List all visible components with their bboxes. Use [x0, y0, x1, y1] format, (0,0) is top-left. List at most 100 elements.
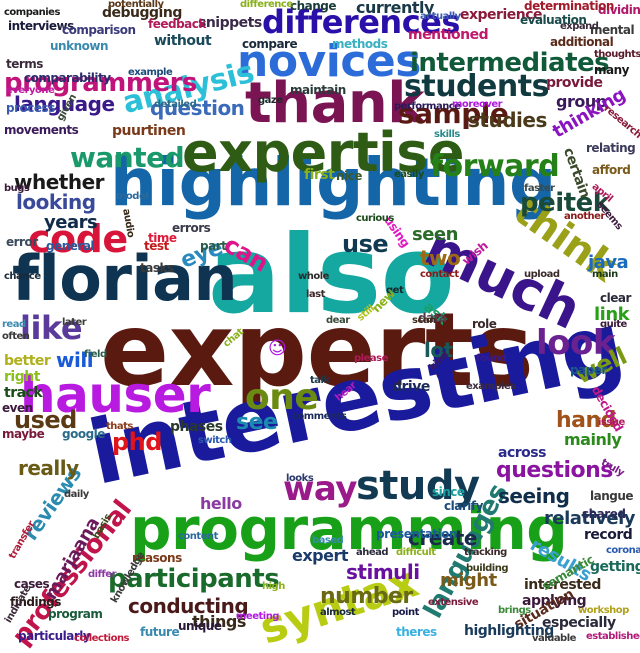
word: right	[4, 369, 40, 385]
word: track	[4, 385, 43, 401]
word: dear	[326, 315, 350, 326]
word: meeting	[236, 611, 279, 622]
word: interviews	[8, 19, 74, 33]
word: compare	[242, 37, 298, 51]
word: please	[354, 353, 388, 364]
word: currently	[356, 0, 434, 17]
word: feedback	[148, 17, 206, 31]
word: corona	[606, 545, 640, 556]
word: clear	[600, 291, 631, 305]
word: group	[556, 92, 607, 111]
word: shared	[582, 507, 626, 521]
word: without	[154, 33, 212, 49]
word: expand	[560, 21, 599, 32]
word: chance	[4, 271, 41, 282]
word: students	[404, 69, 549, 104]
word: comments	[292, 411, 347, 422]
word: forward	[430, 149, 560, 184]
word: process	[6, 101, 55, 115]
word: detailed	[154, 99, 197, 110]
word: differences	[262, 3, 460, 41]
word: across	[498, 445, 546, 461]
word: code	[28, 217, 128, 261]
word: florian	[12, 242, 238, 315]
word: time	[148, 231, 177, 245]
word: moreover	[452, 99, 503, 110]
word: look	[536, 323, 615, 363]
word: even	[2, 401, 33, 415]
word: additional	[550, 35, 614, 49]
word: things	[192, 612, 246, 631]
word: drive	[392, 379, 430, 395]
word: terms	[6, 57, 43, 71]
word: particularly	[18, 629, 91, 643]
word: workshop	[578, 605, 629, 616]
word: might	[440, 570, 497, 591]
word: sample	[398, 97, 509, 130]
word: presentation	[376, 527, 457, 541]
word: role	[472, 317, 497, 331]
word: study	[356, 463, 480, 509]
word: performance	[394, 101, 461, 112]
word: found	[476, 353, 507, 364]
word: extensive	[428, 597, 479, 608]
word: potentially	[108, 0, 164, 10]
word: mainly	[564, 430, 622, 449]
word: will	[56, 348, 94, 372]
word: java	[588, 252, 629, 273]
word: ahead	[356, 547, 389, 558]
word: research	[601, 103, 640, 141]
word: thats	[106, 421, 133, 432]
word: create	[408, 526, 477, 550]
word: like	[20, 309, 83, 347]
word: difference	[240, 0, 293, 10]
word: used	[14, 406, 77, 434]
word: gaze	[258, 95, 283, 106]
word: difficult	[396, 547, 436, 558]
word: valuable	[532, 633, 576, 644]
word: mental	[590, 23, 635, 37]
word: data	[418, 311, 447, 325]
word: movements	[4, 123, 79, 137]
word: content	[178, 531, 218, 542]
word: phd	[112, 428, 162, 456]
word: building	[466, 563, 509, 574]
word: hello	[200, 494, 242, 513]
word: last	[306, 289, 325, 300]
word: established	[586, 631, 640, 642]
word: switch	[198, 435, 232, 446]
word: getting	[590, 559, 640, 575]
word: general	[46, 239, 95, 253]
word: comparison	[62, 23, 136, 37]
word: unique	[178, 619, 222, 633]
word: also	[208, 213, 455, 338]
word: errors	[172, 221, 211, 235]
word: better	[4, 353, 51, 369]
word: conducting	[128, 594, 249, 618]
word: applying	[522, 593, 587, 609]
word: methods	[332, 37, 388, 51]
word: highlighting	[464, 623, 554, 639]
word: relating	[586, 141, 636, 155]
word: experts	[100, 291, 534, 410]
word: langue	[590, 489, 634, 503]
word: collections	[74, 633, 130, 644]
word: see	[236, 410, 278, 435]
word: everyone	[6, 85, 55, 96]
word: another	[564, 211, 605, 222]
word: high	[262, 581, 285, 592]
word: really	[18, 456, 79, 480]
word: part	[200, 239, 227, 253]
word: seen	[412, 224, 458, 245]
word: dividing	[598, 3, 640, 17]
word: lot	[424, 338, 453, 362]
word: evaluation	[520, 13, 587, 27]
word: puurtinen	[112, 123, 186, 139]
word: participants	[108, 564, 280, 594]
word: experience	[460, 7, 543, 23]
word: get	[386, 285, 404, 296]
word: reasons	[132, 551, 182, 565]
word: debugging	[102, 5, 182, 21]
word: google	[62, 427, 105, 441]
word: test	[144, 239, 169, 253]
